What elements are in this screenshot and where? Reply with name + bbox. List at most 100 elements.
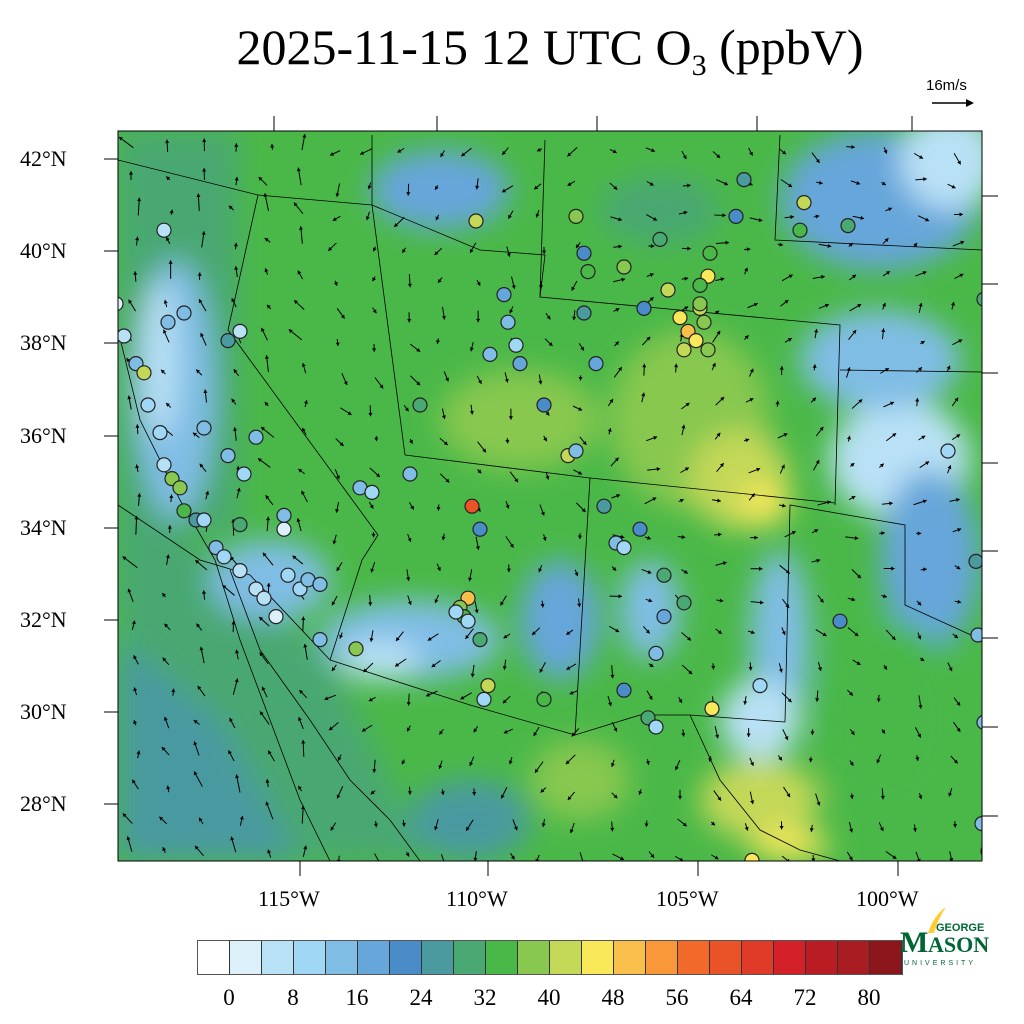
wind-arrow-icon — [644, 497, 657, 505]
wind-arrow-icon — [509, 471, 519, 483]
lon-label: 100°W — [856, 886, 919, 911]
wind-arrow-icon — [370, 790, 376, 795]
wind-arrow-icon — [915, 177, 927, 182]
colorbar-tick-label: 72 — [793, 985, 817, 1010]
wind-arrow-icon — [542, 247, 547, 255]
wind-arrow-icon — [954, 273, 964, 279]
wind-arrow-icon — [234, 649, 240, 660]
colorbar-tick-label: 24 — [409, 985, 433, 1010]
wind-arrow-icon — [782, 598, 790, 609]
wind-arrow-icon — [477, 441, 487, 453]
wind-arrow-icon — [193, 771, 203, 787]
wind-arrow-icon — [678, 210, 688, 215]
wind-arrow-icon — [885, 851, 897, 860]
wind-arrow-icon — [847, 597, 856, 602]
title-units: (ppbV) — [706, 19, 864, 75]
wind-arrow-icon — [540, 600, 545, 608]
wind-arrow-icon — [298, 226, 304, 244]
wind-arrow-icon — [297, 785, 303, 792]
station-marker — [676, 342, 692, 358]
wind-arrow-icon — [264, 355, 269, 373]
station-marker — [991, 633, 1005, 647]
wind-arrow-icon — [913, 499, 927, 506]
wind-arrow-icon — [778, 503, 786, 508]
wind-arrow-icon — [163, 716, 170, 729]
wind-arrow-icon — [231, 297, 237, 308]
title-subscript: 3 — [691, 49, 707, 82]
wind-arrow-icon — [336, 561, 343, 572]
wind-arrow-icon — [711, 663, 716, 670]
wind-arrow-icon — [919, 657, 925, 662]
lat-label: 38°N — [20, 330, 67, 355]
wind-arrow-icon — [265, 516, 271, 532]
wind-arrow-icon — [264, 237, 271, 243]
lat-label: 36°N — [20, 423, 67, 448]
wind-arrow-icon — [644, 535, 652, 540]
station-marker — [576, 305, 592, 321]
wind-arrow-icon — [401, 759, 406, 765]
station-marker — [692, 296, 708, 312]
wind-arrow-icon — [916, 600, 922, 606]
station-marker — [568, 443, 584, 459]
wind-arrow-icon — [503, 633, 511, 639]
wind-arrow-icon — [401, 819, 406, 827]
wind-arrow-icon — [202, 138, 207, 152]
wind-arrow-icon — [949, 851, 954, 861]
wind-arrow-icon — [711, 854, 719, 860]
svg-text:UNIVERSITY: UNIVERSITY — [904, 960, 976, 967]
wind-arrow-icon — [473, 725, 479, 733]
wind-arrow-icon — [681, 664, 693, 675]
station-marker — [268, 608, 284, 625]
wind-arrow-icon — [501, 185, 514, 193]
wind-arrow-icon — [543, 435, 548, 442]
wind-arrow-icon — [883, 664, 888, 671]
lat-label: 30°N — [20, 699, 67, 724]
wind-arrow-icon — [461, 147, 472, 157]
wind-arrow-icon — [648, 243, 655, 249]
wind-arrow-icon — [158, 816, 168, 825]
wind-arrow-icon — [948, 787, 953, 797]
wind-arrow-icon — [716, 598, 724, 603]
wind-arrow-icon — [503, 728, 514, 734]
colorbar-tick-label: 80 — [857, 985, 881, 1010]
wind-arrow-icon — [681, 150, 687, 160]
wind-arrow-icon — [849, 729, 855, 736]
wind-arrow-icon — [575, 242, 581, 249]
station-marker — [616, 539, 632, 556]
wind-arrow-icon — [743, 438, 750, 443]
wind-arrow-icon — [949, 497, 960, 502]
station-marker — [536, 691, 552, 708]
wind-arrow-icon — [711, 498, 721, 503]
wind-arrow-icon — [229, 717, 236, 729]
wind-arrow-icon — [878, 822, 884, 832]
station-marker — [480, 677, 496, 694]
wind-arrow-icon — [406, 569, 411, 581]
lon-label: 115°W — [258, 886, 320, 911]
wind-arrow-icon — [301, 616, 306, 632]
wind-arrow-icon — [781, 692, 792, 703]
colorbar-swatch — [294, 941, 326, 974]
wind-arrow-icon — [441, 533, 446, 541]
wind-arrow-icon — [236, 487, 241, 499]
wind-arrow-icon — [196, 193, 201, 212]
wind-arrow-icon — [474, 601, 479, 614]
wind-arrow-icon — [575, 502, 586, 513]
wind-arrow-icon — [258, 176, 268, 186]
station-marker — [276, 507, 292, 524]
wind-arrow-icon — [469, 242, 477, 254]
station-marker — [312, 576, 328, 593]
station-marker — [248, 429, 264, 445]
lat-label: 32°N — [20, 607, 67, 632]
wind-arrow-icon — [715, 277, 725, 282]
wind-arrow-icon — [817, 661, 822, 671]
wind-arrow-icon — [711, 362, 716, 371]
wind-arrow-icon — [539, 661, 546, 673]
wind-arrow-icon — [952, 240, 965, 247]
wind-arrow-icon — [777, 242, 784, 247]
wind-arrow-icon — [394, 658, 407, 667]
wind-arrow-icon — [131, 779, 139, 790]
wind-arrow-icon — [332, 534, 337, 545]
wind-arrow-icon — [434, 247, 443, 256]
station-marker — [576, 245, 592, 261]
wind-arrow-icon — [335, 438, 344, 447]
